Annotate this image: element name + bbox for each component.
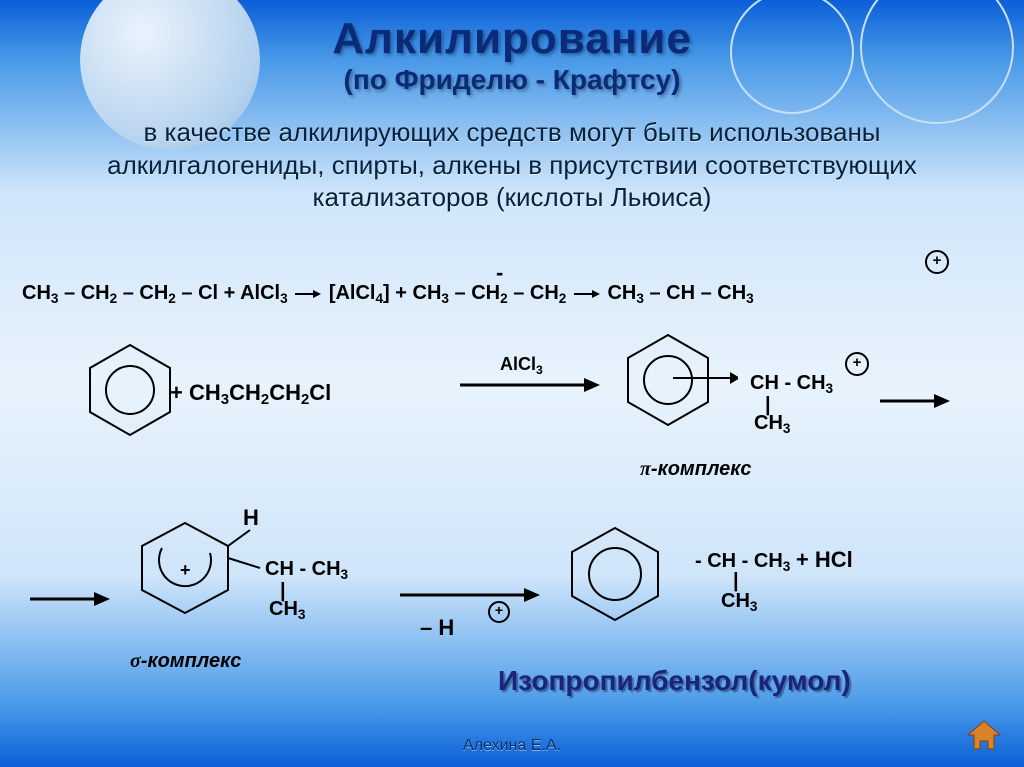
slide-subtitle: (по Фриделю - Крафтсу) (0, 64, 1024, 96)
intro-text: в качестве алкилирующих средств могут бы… (80, 116, 944, 214)
sigma-complex-label: σ-комплекс (130, 650, 241, 673)
f: + CH (390, 282, 442, 304)
f: CH - CH (265, 558, 341, 580)
s: 3 (826, 381, 834, 396)
arrow-icon (30, 592, 110, 606)
pi-complex-label: π-комплекс (640, 458, 752, 481)
f: + CH (170, 380, 221, 405)
minus-H-label: – H (420, 615, 454, 641)
f: AlCl (500, 354, 536, 374)
f: + HCl (796, 547, 853, 572)
s: 2 (110, 291, 118, 306)
title-block: Алкилирование (по Фриделю - Крафтсу) (0, 14, 1024, 96)
s: 4 (375, 291, 383, 306)
f: – CH (58, 282, 109, 304)
s: 2 (500, 291, 508, 306)
author-label: Алехина Е.А. (0, 737, 1024, 755)
f: – CH (508, 282, 559, 304)
pi-symbol: π (640, 458, 651, 480)
s: 3 (51, 291, 59, 306)
f: [AlCl (329, 282, 376, 304)
s: 3 (280, 291, 288, 306)
f: – Cl + AlCl (176, 282, 280, 304)
sigma-symbol: σ (130, 650, 141, 672)
benzene-ring-icon (85, 340, 175, 445)
propyl-chloride-formula: + CH3CH2CH2Cl (170, 380, 331, 406)
f: ] (383, 282, 390, 304)
f: CH (721, 590, 750, 612)
reaction-line-1: CH3 – CH2 – CH2 – Cl + AlCl3 [AlCl4] + C… (22, 282, 754, 305)
s: 2 (559, 291, 567, 306)
arrow-icon (295, 290, 321, 298)
home-icon[interactable] (966, 719, 1002, 751)
slide-title: Алкилирование (0, 14, 1024, 64)
svg-text:+: + (180, 560, 191, 580)
f: CH (229, 380, 261, 405)
f: CH (607, 282, 636, 304)
sigma-H-label: H (243, 505, 259, 531)
proton-plus-icon: + (488, 601, 510, 623)
s: 2 (168, 291, 176, 306)
carbocation-plus-icon: + (925, 250, 949, 274)
pi-complex-ring-icon (618, 330, 738, 445)
s: 2 (261, 391, 269, 408)
f: – CH (117, 282, 168, 304)
s: 3 (536, 363, 543, 377)
t: -комплекс (141, 650, 242, 672)
arrow-icon (460, 378, 600, 392)
s: 3 (221, 391, 229, 408)
product-ring-icon (560, 520, 680, 635)
arrow-icon (400, 588, 540, 602)
f: – CH – CH (644, 282, 746, 304)
f: CH - CH (750, 372, 826, 394)
s: 3 (746, 291, 754, 306)
arrow-icon (574, 290, 600, 298)
arrow-icon (880, 394, 950, 408)
s: 3 (783, 421, 791, 436)
f: CH (269, 380, 301, 405)
f: – CH (449, 282, 500, 304)
f: CH (22, 282, 51, 304)
t: -комплекс (651, 458, 752, 480)
slide: Алкилирование (по Фриделю - Крафтсу) в к… (0, 0, 1024, 767)
s: 2 (301, 391, 309, 408)
f: - CH - CH (695, 550, 783, 572)
catalyst-label: AlCl3 (500, 354, 543, 375)
f: Cl (309, 380, 331, 405)
isopropyl-cation-formula: CH - CH3 | CH3 (750, 372, 833, 434)
product-formula: - CH - CH3 + HCl | CH3 (695, 548, 853, 612)
s: 3 (441, 291, 449, 306)
product-name: Изопропилбензол(кумол) (498, 665, 851, 697)
carbocation-plus-icon: + (845, 352, 869, 376)
s: 3 (750, 599, 758, 614)
s: 3 (783, 559, 791, 574)
s: 3 (636, 291, 644, 306)
s: 3 (341, 567, 349, 582)
s: 3 (298, 607, 306, 622)
isopropyl-formula: CH - CH3 | CH3 (265, 558, 348, 620)
